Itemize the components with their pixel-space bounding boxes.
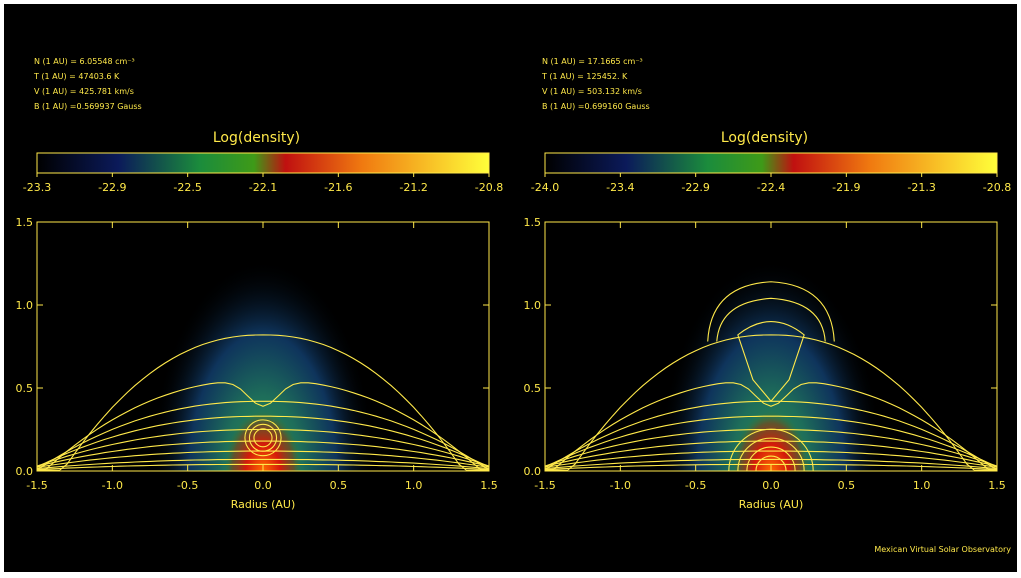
param-density: N (1 AU) = 17.1665 cm⁻³ bbox=[542, 57, 643, 66]
colorbar-tick-label: -24.0 bbox=[531, 181, 559, 194]
parameters-block: N (1 AU) = 17.1665 cm⁻³ T (1 AU) = 12545… bbox=[542, 54, 650, 114]
param-field: B (1 AU) =0.699160 Gauss bbox=[542, 102, 650, 111]
field-line bbox=[545, 415, 997, 468]
colorbar-tick-label: -23.3 bbox=[23, 181, 51, 194]
field-loop bbox=[248, 423, 278, 452]
density-core bbox=[545, 222, 997, 471]
param-field: B (1 AU) =0.569937 Gauss bbox=[34, 102, 142, 111]
x-tick-label: 0.5 bbox=[838, 479, 856, 492]
colorbar-title: Log(density) bbox=[212, 130, 301, 146]
colorbar-tick-label: -21.3 bbox=[907, 181, 935, 194]
x-tick-label: 0.5 bbox=[330, 479, 348, 492]
colorbar-tick-label: -22.1 bbox=[249, 181, 277, 194]
x-tick-label: -0.5 bbox=[177, 479, 198, 492]
field-line bbox=[37, 415, 489, 468]
colorbar-tick-label: -21.6 bbox=[324, 181, 352, 194]
x-tick-label: -1.0 bbox=[102, 479, 123, 492]
param-temperature: T (1 AU) = 125452. K bbox=[542, 72, 628, 81]
x-axis-label: Radius (AU) bbox=[739, 498, 804, 511]
param-velocity: V (1 AU) = 503.132 km/s bbox=[542, 87, 642, 96]
colorbar-tick-label: -22.9 bbox=[681, 181, 709, 194]
y-tick-label: 1.0 bbox=[524, 299, 542, 312]
colorbar-title: Log(density) bbox=[720, 130, 809, 146]
param-density: N (1 AU) = 6.05548 cm⁻³ bbox=[34, 57, 135, 66]
colorbar bbox=[544, 152, 998, 174]
colorbar-tick-label: -23.4 bbox=[606, 181, 634, 194]
field-line bbox=[545, 382, 997, 471]
field-line bbox=[37, 382, 489, 471]
x-tick-label: -1.5 bbox=[26, 479, 47, 492]
colorbar-tick-label: -21.9 bbox=[832, 181, 860, 194]
cme-front bbox=[716, 297, 826, 342]
colorbar-tick-label: -22.9 bbox=[98, 181, 126, 194]
field-line bbox=[37, 428, 489, 467]
x-tick-label: 0.0 bbox=[254, 479, 272, 492]
y-tick-label: 0.0 bbox=[16, 465, 34, 478]
param-velocity: V (1 AU) = 425.781 km/s bbox=[34, 87, 134, 96]
figure-frame: N (1 AU) = 6.05548 cm⁻³ T (1 AU) = 47403… bbox=[4, 4, 1017, 572]
density-map bbox=[545, 222, 997, 471]
density-map bbox=[37, 222, 489, 471]
field-line bbox=[545, 450, 997, 468]
field-line bbox=[545, 440, 997, 467]
field-line bbox=[37, 458, 489, 470]
field-line bbox=[545, 458, 997, 470]
density-chart: -24.0 -23.4 -22.9 -22.4 -21.9 -21.3 -20.8 -1.5 -… bbox=[524, 152, 1011, 511]
cme-cavity bbox=[737, 321, 805, 403]
x-tick-label: 1.5 bbox=[480, 479, 498, 492]
field-line bbox=[37, 334, 489, 471]
x-tick-label: -1.5 bbox=[534, 479, 555, 492]
x-tick-label: 1.0 bbox=[405, 479, 423, 492]
field-line bbox=[545, 334, 997, 471]
field-loop bbox=[746, 446, 796, 471]
x-tick-label: -0.5 bbox=[685, 479, 706, 492]
credit-text: Mexican Virtual Solar Observatory bbox=[874, 545, 1011, 554]
x-tick-label: 1.0 bbox=[913, 479, 931, 492]
parameters-block: N (1 AU) = 6.05548 cm⁻³ T (1 AU) = 47403… bbox=[34, 54, 142, 114]
left-panel: N (1 AU) = 6.05548 cm⁻³ T (1 AU) = 47403… bbox=[4, 4, 509, 572]
density-chart: -23.3 -22.9 -22.5 -22.1 -21.6 -21.2 -20.8 -1.5 -… bbox=[16, 152, 503, 511]
param-temperature: T (1 AU) = 47403.6 K bbox=[34, 72, 120, 81]
field-loop bbox=[244, 419, 282, 457]
x-tick-label: 1.5 bbox=[988, 479, 1006, 492]
cme-structure bbox=[707, 281, 835, 403]
y-tick-label: 0.0 bbox=[524, 465, 542, 478]
y-tick-label: 1.5 bbox=[524, 216, 542, 229]
colorbar-tick-label: -20.8 bbox=[475, 181, 503, 194]
colorbar-tick-label: -22.4 bbox=[757, 181, 785, 194]
y-tick-label: 0.5 bbox=[524, 382, 542, 395]
field-lines bbox=[545, 281, 997, 471]
x-tick-label: 0.0 bbox=[762, 479, 780, 492]
colorbar-tick-label: -22.5 bbox=[173, 181, 201, 194]
field-line bbox=[37, 440, 489, 467]
cme-shock bbox=[707, 281, 835, 342]
field-loop bbox=[253, 428, 273, 448]
field-line bbox=[37, 400, 489, 471]
colorbar-tick-label: -20.8 bbox=[983, 181, 1011, 194]
field-lines bbox=[37, 334, 489, 471]
x-axis-label: Radius (AU) bbox=[231, 498, 296, 511]
density-core bbox=[37, 222, 489, 471]
colorbar bbox=[36, 152, 490, 174]
y-tick-label: 1.5 bbox=[16, 216, 34, 229]
field-loop bbox=[728, 428, 814, 471]
right-panel: N (1 AU) = 17.1665 cm⁻³ T (1 AU) = 12545… bbox=[512, 4, 1017, 572]
colorbar-tick-label: -21.2 bbox=[399, 181, 427, 194]
y-tick-label: 0.5 bbox=[16, 382, 34, 395]
y-tick-label: 1.0 bbox=[16, 299, 34, 312]
x-tick-label: -1.0 bbox=[610, 479, 631, 492]
